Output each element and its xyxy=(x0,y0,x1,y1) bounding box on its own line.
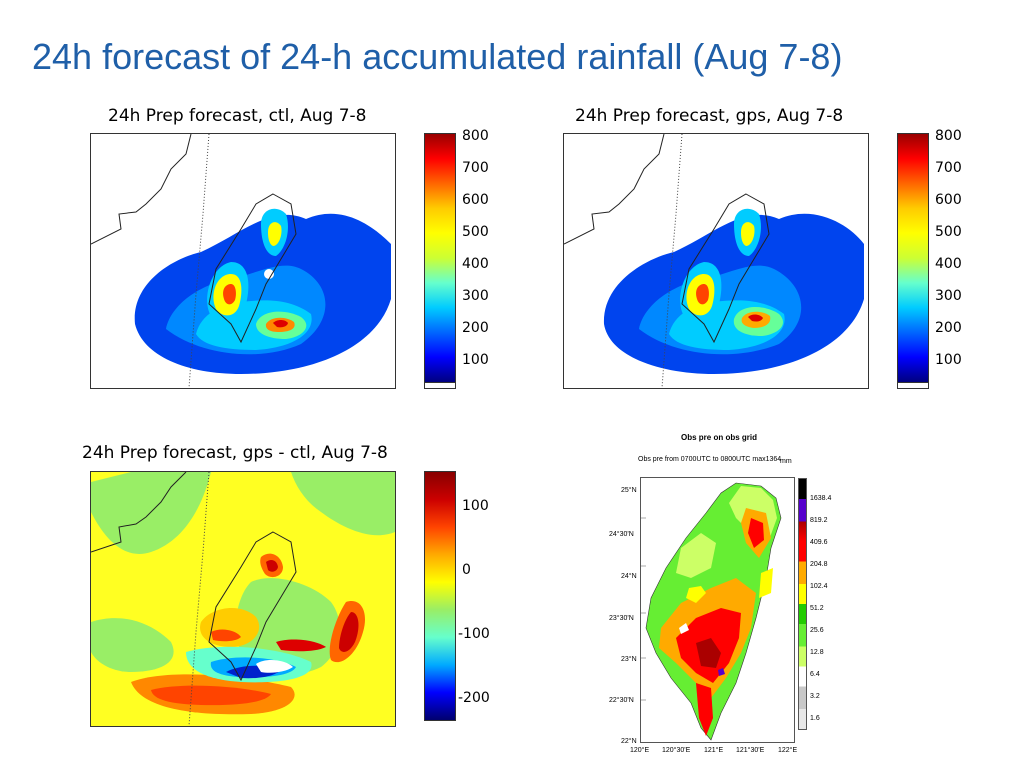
rainfall-diff-field xyxy=(91,472,395,726)
colorbar-gps-tick: 200 xyxy=(935,320,962,336)
colorbar-gps-tick: 100 xyxy=(935,352,962,368)
colorbar-ctl-tick: 800 xyxy=(462,128,489,144)
map-ctl xyxy=(90,133,396,389)
colorbar-ctl xyxy=(424,133,456,383)
obs-lon-label: 122°E xyxy=(778,747,798,754)
panel-ctl-title: 24h Prep forecast, ctl, Aug 7-8 xyxy=(108,106,367,126)
map-obs xyxy=(640,477,795,743)
colorbar-ctl-white xyxy=(424,383,456,389)
obs-unit: mm xyxy=(780,458,792,465)
obs-legend-value: 51.2 xyxy=(810,605,824,612)
obs-legend xyxy=(798,478,807,730)
map-gps xyxy=(563,133,869,389)
obs-subtitle: Obs pre from 0700UTC to 0800UTC max1364 xyxy=(638,456,782,463)
obs-legend-value: 1638.4 xyxy=(810,495,832,502)
colorbar-gps-tick: 300 xyxy=(935,288,962,304)
panel-gps-title: 24h Prep forecast, gps, Aug 7-8 xyxy=(575,106,844,126)
colorbar-gps-tick: 800 xyxy=(935,128,962,144)
colorbar-diff-tick: 100 xyxy=(462,498,489,514)
obs-legend-value: 12.8 xyxy=(810,649,824,656)
colorbar-gps-tick: 400 xyxy=(935,256,962,272)
obs-lat-label: 25°N xyxy=(621,487,637,494)
colorbar-diff xyxy=(424,471,456,721)
colorbar-ctl-tick: 700 xyxy=(462,160,489,176)
colorbar-ctl-tick: 300 xyxy=(462,288,489,304)
obs-legend-value: 6.4 xyxy=(810,671,820,678)
obs-lon-label: 121°E xyxy=(704,747,724,754)
colorbar-ctl-tick: 400 xyxy=(462,256,489,272)
obs-legend-value: 204.8 xyxy=(810,561,828,568)
obs-lon-label: 120°30'E xyxy=(662,747,691,754)
obs-lat-label: 23°30'N xyxy=(609,615,634,622)
panel-diff-title: 24h Prep forecast, gps - ctl, Aug 7-8 xyxy=(82,443,388,463)
colorbar-ctl-tick: 600 xyxy=(462,192,489,208)
obs-legend-value: 819.2 xyxy=(810,517,828,524)
colorbar-gps-tick: 600 xyxy=(935,192,962,208)
obs-lat-label: 24°30'N xyxy=(609,531,634,538)
colorbar-ctl-tick: 100 xyxy=(462,352,489,368)
slide-title: 24h forecast of 24-h accumulated rainfal… xyxy=(32,36,843,77)
obs-legend-value: 1.6 xyxy=(810,715,820,722)
obs-legend-value: 409.6 xyxy=(810,539,828,546)
obs-lon-label: 121°30'E xyxy=(736,747,765,754)
obs-legend-value: 25.6 xyxy=(810,627,824,634)
map-diff xyxy=(90,471,396,727)
obs-lat-label: 22°N xyxy=(621,738,637,745)
colorbar-gps-tick: 700 xyxy=(935,160,962,176)
obs-title: Obs pre on obs grid xyxy=(681,433,758,442)
colorbar-diff-tick: -200 xyxy=(458,690,490,706)
obs-lat-label: 23°N xyxy=(621,656,637,663)
colorbar-gps-white xyxy=(897,383,929,389)
colorbar-diff-tick: 0 xyxy=(462,562,471,578)
colorbar-gps-tick: 500 xyxy=(935,224,962,240)
colorbar-gps xyxy=(897,133,929,383)
rainfall-field-gps xyxy=(564,134,864,388)
obs-lon-label: 120°E xyxy=(630,747,650,754)
obs-legend-value: 102.4 xyxy=(810,583,828,590)
colorbar-ctl-tick: 500 xyxy=(462,224,489,240)
obs-lat-label: 22°30'N xyxy=(609,697,634,704)
colorbar-ctl-tick: 200 xyxy=(462,320,489,336)
rainfall-field-ctl xyxy=(91,134,391,388)
obs-legend-value: 3.2 xyxy=(810,693,820,700)
colorbar-diff-tick: -100 xyxy=(458,626,490,642)
taiwan-rainfall-map xyxy=(641,482,782,741)
obs-lat-label: 24°N xyxy=(621,573,637,580)
